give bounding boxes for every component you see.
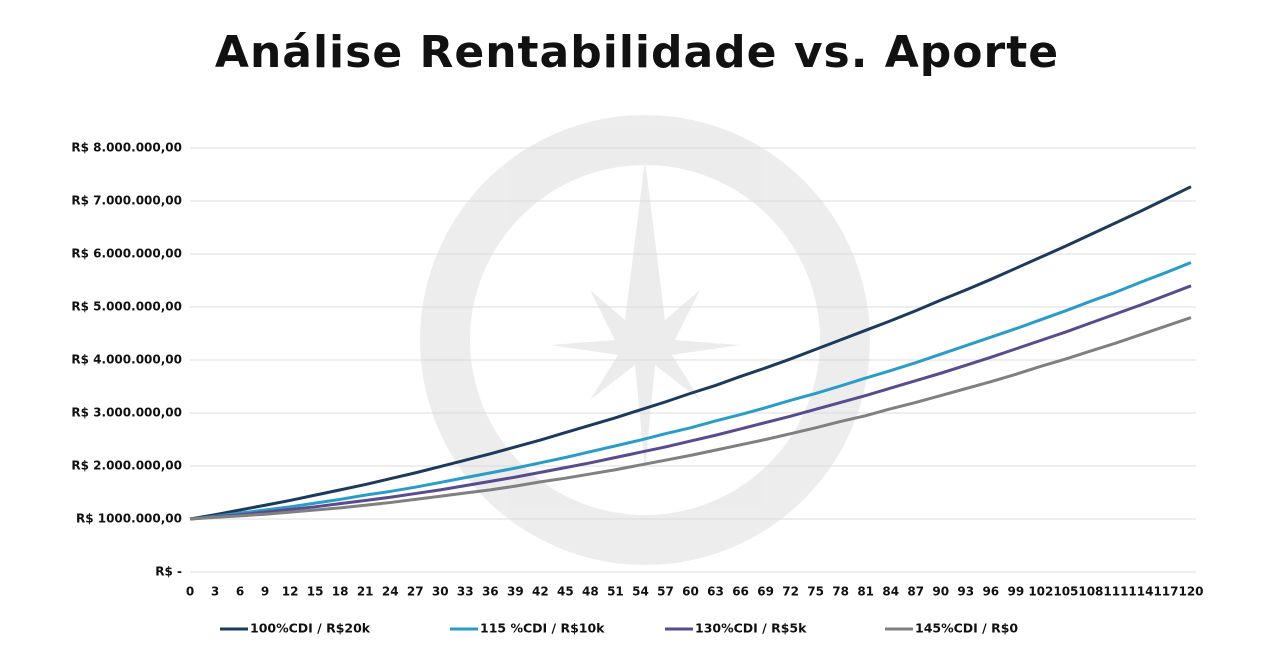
y-tick-label: R$ - [155,565,182,579]
chart-title: Análise Rentabilidade vs. Aporte [215,27,1059,78]
x-tick-label: 69 [757,585,774,599]
x-tick-label: 75 [807,585,824,599]
legend-label: 100%CDI / R$20k [250,621,371,636]
x-tick-label: 24 [382,585,399,599]
y-tick-label: R$ 2.000.000,00 [71,459,182,473]
y-tick-label: R$ 7.000.000,00 [71,194,182,208]
x-tick-label: 57 [657,585,674,599]
x-tick-label: 39 [507,585,524,599]
x-tick-label: 33 [457,585,474,599]
x-tick-label: 3 [211,585,219,599]
y-tick-label: R$ 4.000.000,00 [71,353,182,367]
x-tick-label: 108 [1078,585,1103,599]
legend-label: 115 %CDI / R$10k [480,621,605,636]
x-tick-label: 27 [407,585,424,599]
series-line [189,316,1192,521]
series-line [189,185,1192,521]
series-line [189,261,1192,521]
x-tick-label: 6 [236,585,244,599]
x-tick-label: 9 [261,585,269,599]
x-tick-label: 114 [1128,585,1153,599]
y-tick-label: R$ 6.000.000,00 [71,247,182,261]
x-tick-label: 18 [332,585,349,599]
x-tick-label: 90 [932,585,949,599]
x-tick-label: 111 [1103,585,1128,599]
x-tick-label: 15 [307,585,324,599]
x-tick-label: 21 [357,585,374,599]
x-tick-label: 0 [186,585,194,599]
x-tick-label: 120 [1178,585,1203,599]
x-tick-label: 48 [582,585,599,599]
x-tick-label: 99 [1007,585,1024,599]
x-tick-label: 42 [532,585,549,599]
x-tick-label: 60 [682,585,699,599]
x-tick-label: 63 [707,585,724,599]
x-tick-label: 105 [1053,585,1078,599]
x-tick-label: 93 [957,585,974,599]
x-tick-label: 51 [607,585,624,599]
x-tick-label: 87 [907,585,924,599]
y-tick-label: R$ 3.000.000,00 [71,406,182,420]
x-tick-label: 81 [857,585,874,599]
series-line [189,284,1192,521]
x-tick-label: 96 [982,585,999,599]
legend-label: 145%CDI / R$0 [915,621,1018,636]
x-tick-label: 66 [732,585,749,599]
x-tick-label: 117 [1153,585,1178,599]
y-tick-label: R$ 8.000.000,00 [71,141,182,155]
x-tick-label: 54 [632,585,649,599]
x-tick-label: 72 [782,585,799,599]
y-tick-label: R$ 5.000.000,00 [71,300,182,314]
x-tick-label: 36 [482,585,499,599]
x-tick-label: 102 [1028,585,1053,599]
x-tick-label: 78 [832,585,849,599]
x-tick-label: 84 [882,585,899,599]
x-tick-label: 30 [432,585,449,599]
x-tick-label: 12 [282,585,299,599]
y-tick-label: R$ 1000.000,00 [76,512,182,526]
x-tick-label: 45 [557,585,574,599]
legend-label: 130%CDI / R$5k [695,621,807,636]
